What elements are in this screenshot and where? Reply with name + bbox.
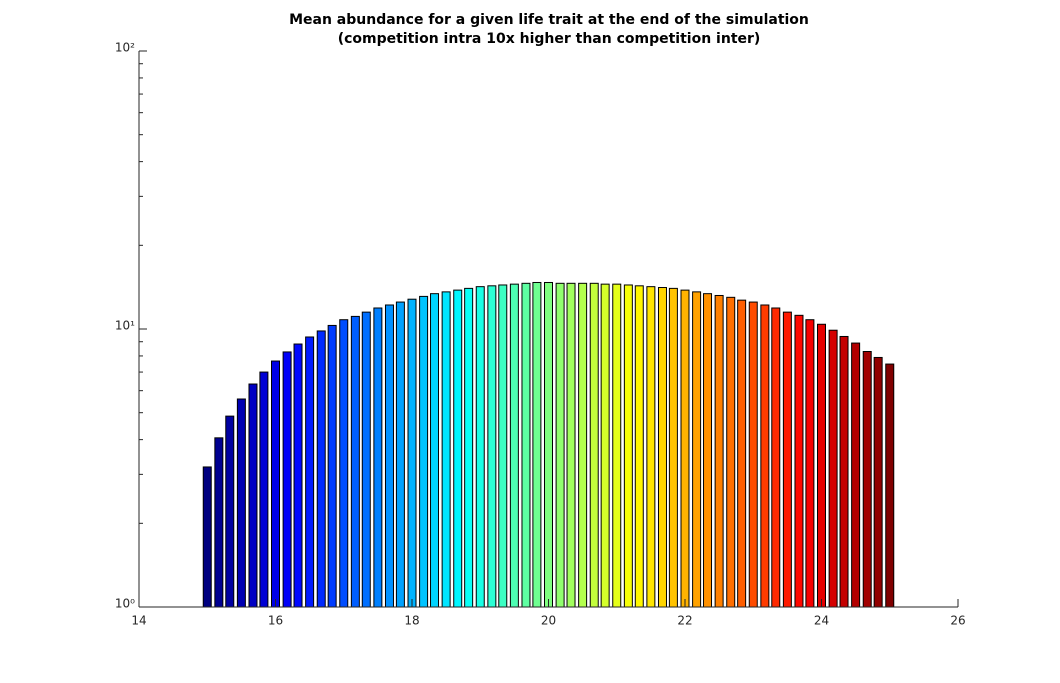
bar bbox=[817, 323, 826, 608]
bar bbox=[532, 281, 542, 608]
bar bbox=[555, 282, 565, 608]
x-tick-label: 18 bbox=[404, 614, 419, 628]
bar bbox=[692, 291, 702, 608]
bar bbox=[236, 398, 246, 608]
bar bbox=[453, 289, 463, 608]
bar bbox=[839, 335, 849, 608]
bar bbox=[305, 336, 315, 608]
bar bbox=[634, 285, 644, 608]
bar bbox=[373, 307, 383, 608]
bar bbox=[703, 293, 713, 608]
bar bbox=[805, 319, 815, 608]
bar bbox=[885, 363, 895, 608]
bar bbox=[282, 351, 292, 608]
bar bbox=[578, 282, 588, 608]
bar bbox=[339, 319, 349, 608]
bar bbox=[202, 466, 212, 608]
bar bbox=[395, 301, 405, 608]
bar bbox=[316, 330, 326, 608]
bar bbox=[737, 299, 747, 608]
chart-subtitle: (competition intra 10x higher than compe… bbox=[338, 31, 761, 47]
bar bbox=[407, 298, 417, 608]
bar bbox=[600, 283, 610, 608]
x-tick-label: 24 bbox=[814, 614, 829, 628]
bar bbox=[464, 287, 474, 608]
bar bbox=[487, 285, 497, 608]
x-tick-label: 14 bbox=[131, 614, 146, 628]
bar bbox=[623, 284, 633, 608]
bar bbox=[248, 383, 258, 608]
bar bbox=[748, 301, 758, 608]
y-tick-label: 10¹ bbox=[115, 319, 135, 333]
x-tick-label: 20 bbox=[541, 614, 556, 628]
bar bbox=[680, 289, 690, 608]
bar bbox=[498, 284, 508, 608]
bar bbox=[293, 343, 303, 608]
bar bbox=[430, 293, 440, 608]
x-tick-label: 26 bbox=[950, 614, 965, 628]
bar bbox=[782, 311, 792, 608]
bar bbox=[612, 283, 622, 608]
bar bbox=[271, 360, 280, 608]
bar bbox=[668, 287, 678, 608]
bar bbox=[259, 371, 269, 608]
bar bbox=[862, 350, 872, 608]
bar bbox=[794, 314, 804, 608]
bar bbox=[361, 311, 371, 608]
bar bbox=[419, 295, 429, 608]
bar bbox=[589, 282, 599, 608]
x-tick-label: 16 bbox=[268, 614, 283, 628]
bar bbox=[350, 315, 360, 608]
bar bbox=[726, 296, 736, 608]
bar bbox=[646, 286, 656, 608]
bar bbox=[441, 291, 451, 608]
bar bbox=[566, 282, 576, 608]
y-tick-label: 10⁰ bbox=[115, 597, 135, 611]
bar bbox=[714, 294, 724, 608]
chart-title: Mean abundance for a given life trait at… bbox=[289, 12, 809, 28]
bar bbox=[327, 324, 337, 608]
bar bbox=[760, 304, 770, 608]
bar bbox=[225, 415, 235, 608]
bar bbox=[873, 356, 883, 608]
bar bbox=[544, 281, 553, 608]
x-tick-label: 22 bbox=[677, 614, 692, 628]
bar bbox=[384, 304, 394, 608]
y-tick-label: 10² bbox=[115, 41, 135, 55]
bar bbox=[771, 307, 781, 608]
bar bbox=[475, 286, 485, 608]
bar bbox=[214, 437, 224, 608]
bar bbox=[509, 283, 519, 608]
bar bbox=[828, 329, 838, 608]
bar bbox=[851, 342, 861, 608]
bar bbox=[657, 287, 667, 608]
bar bbox=[521, 282, 531, 608]
